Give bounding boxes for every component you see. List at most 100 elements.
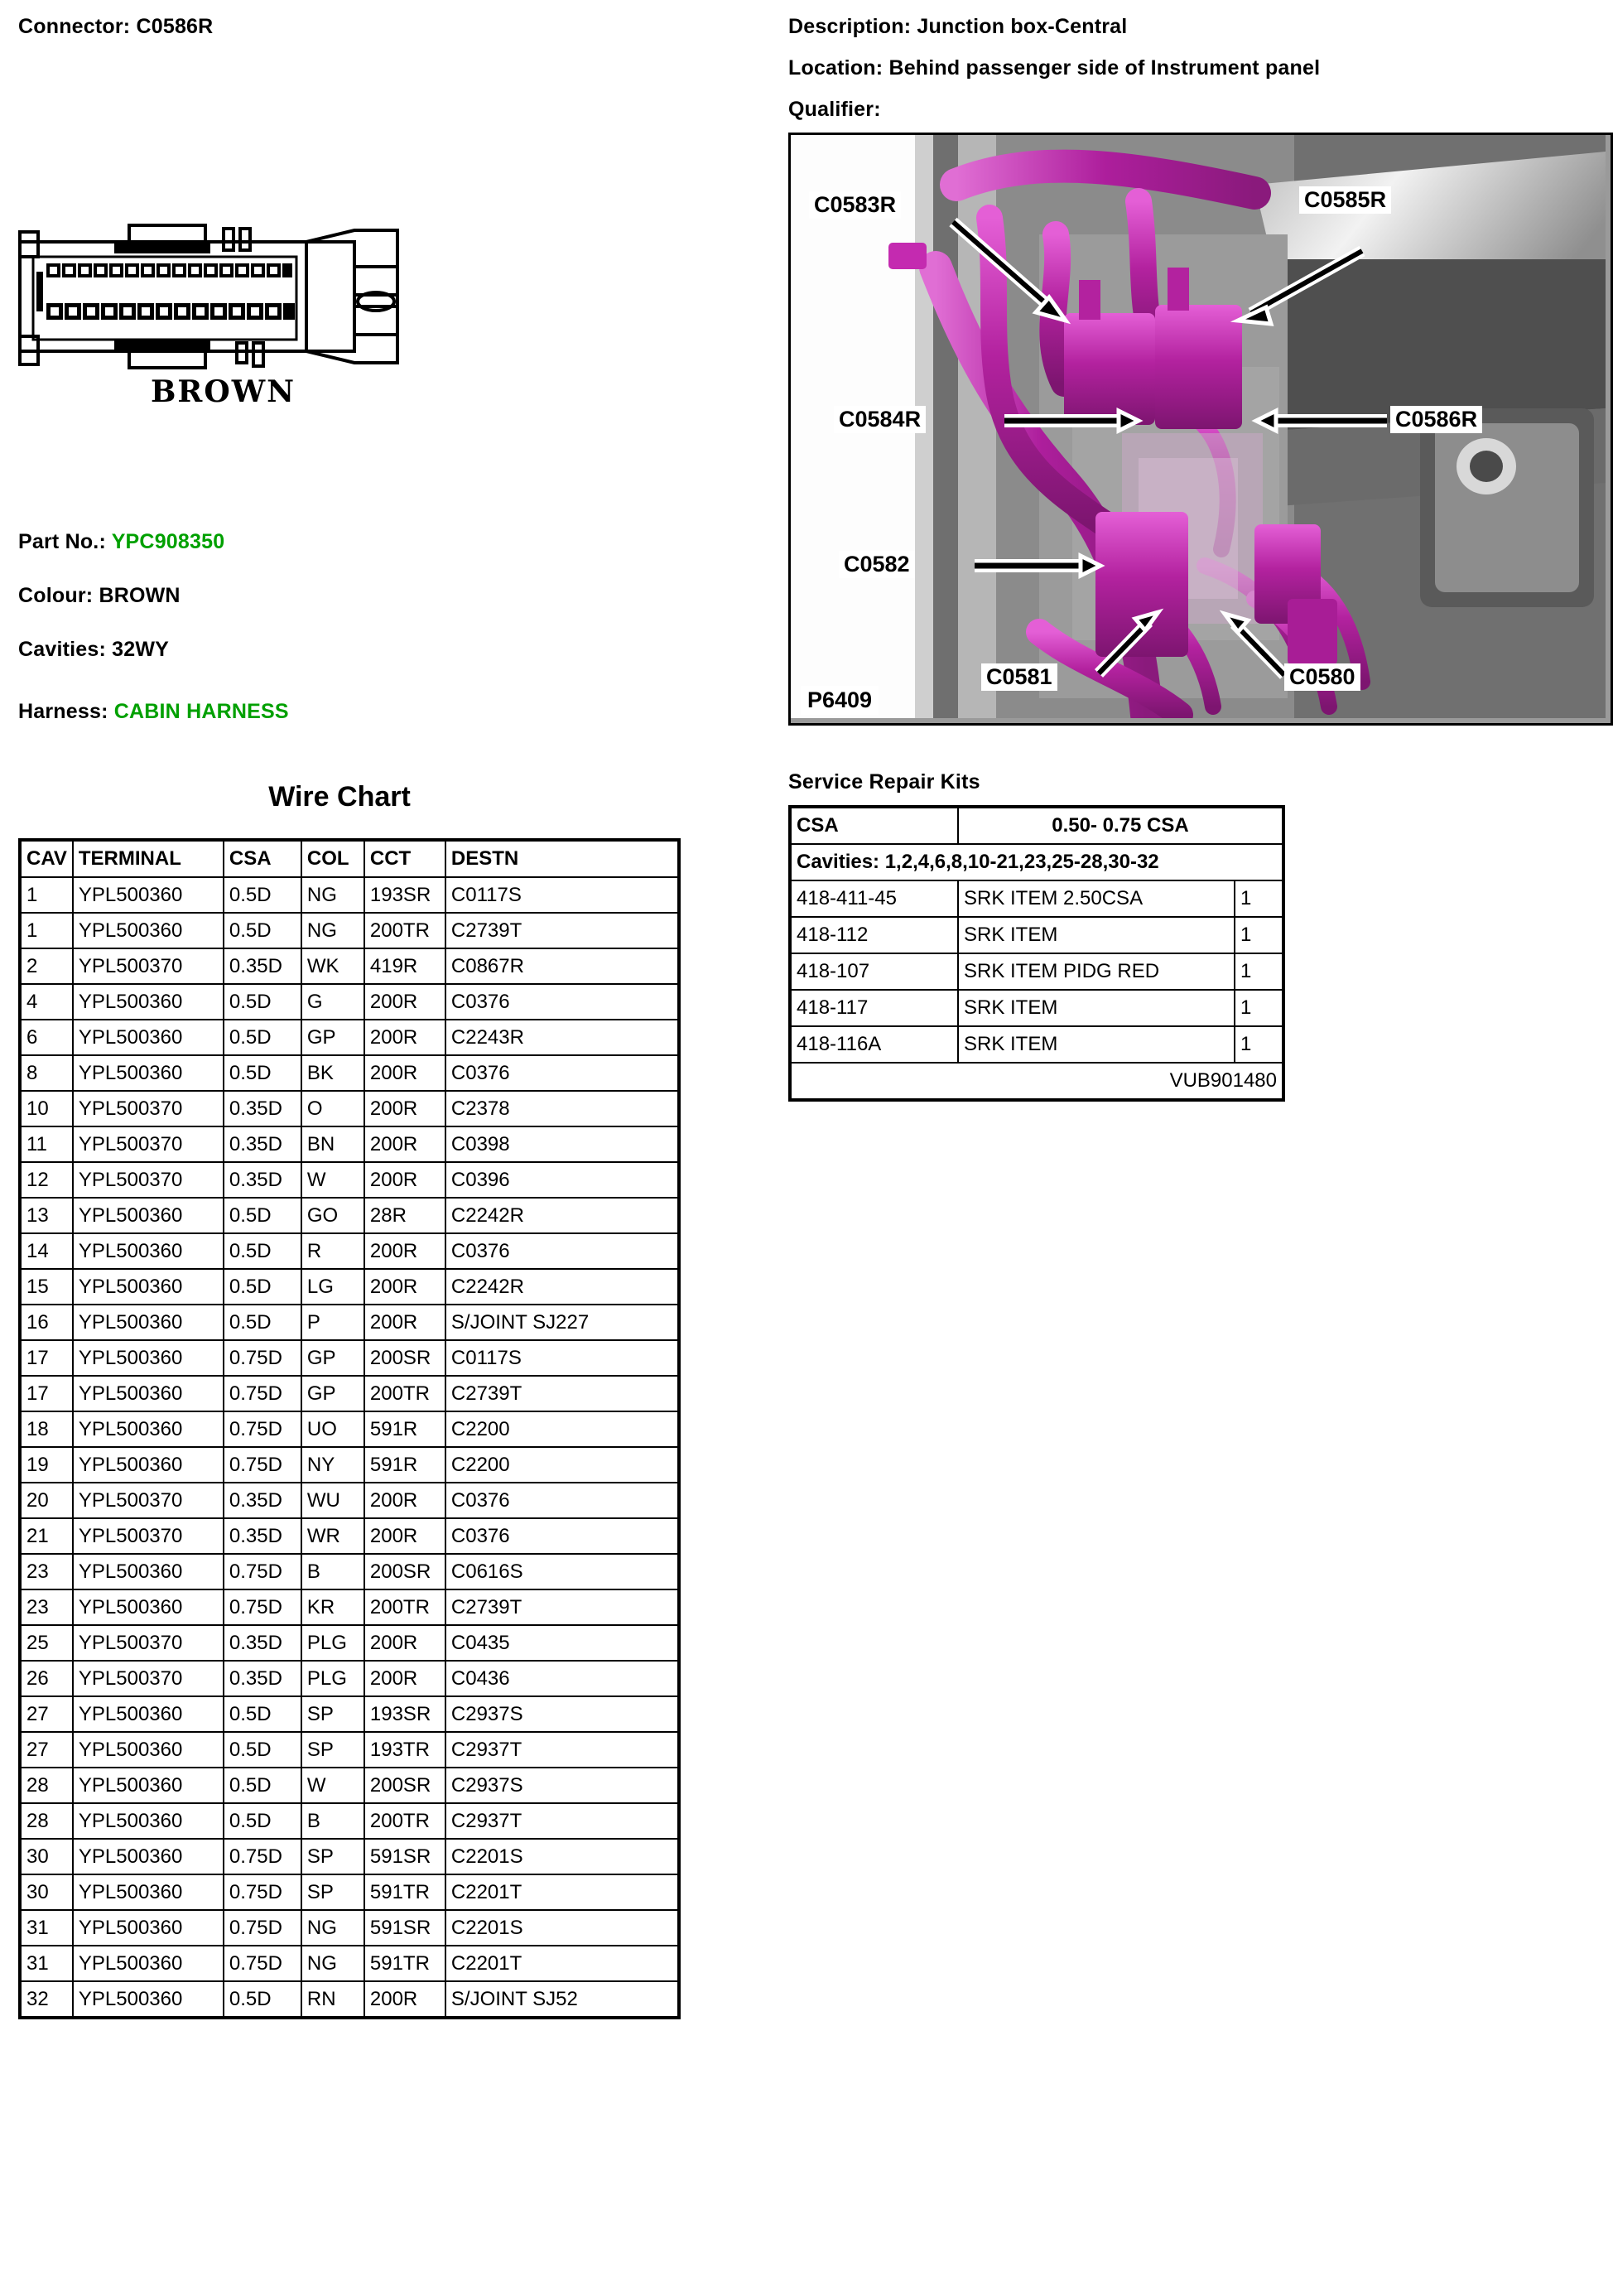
table-row: 21 YPL500370 0.35D WR 200R C0376 [18, 1517, 681, 1555]
wire-cell-destn: C2243R [444, 1019, 681, 1056]
wire-cell-csa: 0.35D [222, 1126, 302, 1163]
srk-item-description: SRK ITEM 2.50CSA [957, 880, 1235, 918]
callout-c0581: C0581 [981, 663, 1057, 691]
wire-cell-csa: 0.5D [222, 912, 302, 949]
wire-cell-destn: C2937S [444, 1767, 681, 1804]
wire-cell-terminal: YPL500360 [71, 912, 224, 949]
wire-cell-col: W [300, 1767, 365, 1804]
wire-cell-destn: C0376 [444, 1232, 681, 1270]
srk-item-quantity: 1 [1234, 916, 1285, 954]
table-row: 1 YPL500360 0.5D NG 200TR C2739T [18, 912, 681, 949]
wire-cell-destn: C2201S [444, 1909, 681, 1946]
wire-cell-cav: 23 [18, 1589, 74, 1626]
table-row: 11 YPL500370 0.35D BN 200R C0398 [18, 1126, 681, 1163]
wire-cell-cav: 8 [18, 1054, 74, 1092]
junction-box-location-photo: C0583R C0585R C0584R C0586R C0582 C0581 … [788, 133, 1613, 726]
wire-cell-col: NG [300, 876, 365, 914]
wire-cell-cct: 200R [363, 1126, 446, 1163]
wire-cell-destn: C2201T [444, 1874, 681, 1911]
srk-item-code: 418-107 [788, 953, 959, 991]
wire-cell-csa: 0.75D [222, 1589, 302, 1626]
wire-cell-cav: 27 [18, 1695, 74, 1733]
connector-pinout-figure [15, 217, 404, 383]
wire-cell-csa: 0.35D [222, 1090, 302, 1127]
table-row: 19 YPL500360 0.75D NY 591R C2200 [18, 1446, 681, 1483]
wire-cell-terminal: YPL500370 [71, 948, 224, 985]
connector-colour-caption: BROWN [151, 374, 296, 409]
wire-cell-cct: 591R [363, 1411, 446, 1448]
wire-cell-terminal: YPL500360 [71, 1553, 224, 1590]
callout-c0582: C0582 [839, 551, 915, 578]
wire-cell-destn: C2242R [444, 1268, 681, 1305]
wire-cell-cav: 19 [18, 1446, 74, 1483]
wire-cell-terminal: YPL500360 [71, 1375, 224, 1412]
wire-cell-destn: C2201S [444, 1838, 681, 1875]
wire-cell-terminal: YPL500360 [71, 1838, 224, 1875]
wire-cell-terminal: YPL500370 [71, 1161, 224, 1199]
wire-cell-csa: 0.5D [222, 1695, 302, 1733]
wire-cell-destn: C2378 [444, 1090, 681, 1127]
wire-cell-col: G [300, 983, 365, 1020]
wire-cell-cct: 200SR [363, 1553, 446, 1590]
wire-cell-cav: 1 [18, 912, 74, 949]
qualifier-label: Qualifier: [788, 98, 881, 121]
wire-cell-cct: 200R [363, 1482, 446, 1519]
srk-item-code: 418-116A [788, 1025, 959, 1064]
wire-cell-destn: C2937T [444, 1802, 681, 1840]
wire-cell-destn: C2242R [444, 1197, 681, 1234]
wire-cell-destn: C2739T [444, 1375, 681, 1412]
table-row: 2 YPL500370 0.35D WK 419R C0867R [18, 948, 681, 985]
srk-cavities-value: Cavities: 1,2,4,6,8,10-21,23,25-28,30-32 [788, 843, 1285, 881]
table-row: 418-107 SRK ITEM PIDG RED 1 [788, 953, 1285, 991]
wire-chart-col-cav: CAV [18, 838, 74, 878]
wire-cell-terminal: YPL500360 [71, 1339, 224, 1377]
wire-cell-terminal: YPL500360 [71, 1411, 224, 1448]
cavity-grid [46, 263, 295, 320]
wire-cell-cct: 200R [363, 1624, 446, 1662]
wire-cell-col: O [300, 1090, 365, 1127]
wire-cell-cct: 28R [363, 1197, 446, 1234]
wire-cell-cav: 12 [18, 1161, 74, 1199]
service-repair-kits-table: CSA 0.50- 0.75 CSA Cavities: 1,2,4,6,8,10-… [788, 805, 1285, 1102]
wire-cell-destn: C0616S [444, 1553, 681, 1590]
wire-cell-col: SP [300, 1874, 365, 1911]
table-row: 25 YPL500370 0.35D PLG 200R C0435 [18, 1624, 681, 1662]
wire-cell-destn: C2937S [444, 1695, 681, 1733]
wire-cell-destn: C0396 [444, 1161, 681, 1199]
wire-cell-csa: 0.75D [222, 1375, 302, 1412]
wire-cell-csa: 0.75D [222, 1909, 302, 1946]
wire-cell-destn: C0376 [444, 983, 681, 1020]
wire-cell-col: WU [300, 1482, 365, 1519]
wire-cell-col: B [300, 1802, 365, 1840]
wire-cell-cct: 200R [363, 1268, 446, 1305]
wire-cell-terminal: YPL500360 [71, 1802, 224, 1840]
location-label: Location: [788, 56, 884, 80]
wire-cell-cav: 25 [18, 1624, 74, 1662]
wire-cell-col: SP [300, 1695, 365, 1733]
wire-cell-terminal: YPL500370 [71, 1126, 224, 1163]
wire-cell-terminal: YPL500360 [71, 1945, 224, 1982]
cavities-row: Cavities: 32WY [18, 638, 169, 662]
wire-cell-cav: 30 [18, 1838, 74, 1875]
table-row: 20 YPL500370 0.35D WU 200R C0376 [18, 1482, 681, 1519]
wire-cell-cct: 200R [363, 1980, 446, 2019]
srk-footer-row: VUB901480 [788, 1062, 1285, 1102]
wire-cell-terminal: YPL500370 [71, 1624, 224, 1662]
srk-item-quantity: 1 [1234, 989, 1285, 1027]
wire-cell-destn: C2739T [444, 1589, 681, 1626]
wire-cell-cct: 200R [363, 1161, 446, 1199]
callout-c0584r: C0584R [834, 406, 927, 433]
colour-label: Colour: [18, 584, 94, 607]
table-row: 418-112 SRK ITEM 1 [788, 916, 1285, 954]
wire-cell-destn: C0376 [444, 1482, 681, 1519]
wire-cell-terminal: YPL500360 [71, 1304, 224, 1341]
table-row: 16 YPL500360 0.5D P 200R S/JOINT SJ227 [18, 1304, 681, 1341]
table-row: 15 YPL500360 0.5D LG 200R C2242R [18, 1268, 681, 1305]
wire-cell-csa: 0.75D [222, 1838, 302, 1875]
wire-cell-cav: 23 [18, 1553, 74, 1590]
table-row: 27 YPL500360 0.5D SP 193SR C2937S [18, 1695, 681, 1733]
connector-title: Connector: C0586R [18, 15, 213, 39]
wire-cell-csa: 0.35D [222, 1161, 302, 1199]
wire-cell-terminal: YPL500360 [71, 1589, 224, 1626]
part-number-value: YPC908350 [111, 530, 225, 553]
